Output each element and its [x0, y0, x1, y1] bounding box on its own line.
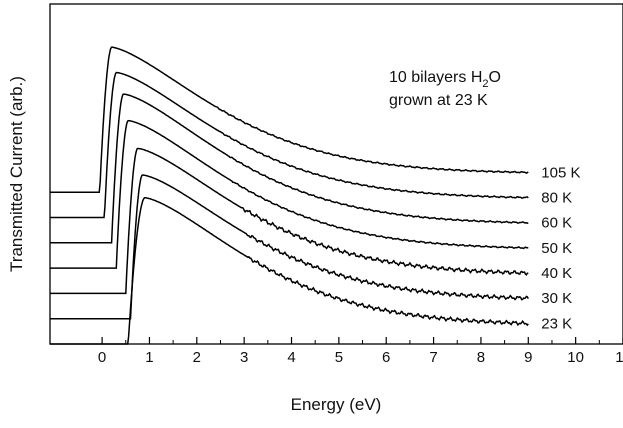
series-line — [50, 119, 529, 269]
series-curves — [50, 46, 529, 345]
x-tick-label: 9 — [524, 349, 532, 366]
series-label: 30 K — [541, 290, 572, 307]
x-tick-label: 5 — [335, 349, 343, 366]
annotation-line-2: grown at 23 K — [389, 92, 488, 109]
series-labels: 105 K 80 K 60 K 50 K 40 K 30 K 23 K — [541, 164, 580, 332]
x-tick-label: 7 — [429, 349, 437, 366]
x-tick-label: 6 — [382, 349, 390, 366]
series-label: 80 K — [541, 190, 572, 207]
x-axis-label: Energy (eV) — [291, 395, 382, 414]
x-tick-label: 1 — [145, 349, 153, 366]
series-label: 23 K — [541, 315, 572, 332]
x-axis-tick-labels: 0 1 2 3 4 5 6 7 8 9 10 11 — [98, 349, 623, 366]
x-tick-label: 0 — [98, 349, 106, 366]
series-line — [50, 46, 529, 193]
series-line — [50, 197, 529, 345]
annotation-subscript: 2 — [482, 78, 488, 90]
series-label: 60 K — [541, 215, 572, 232]
series-line — [50, 93, 529, 244]
series-label: 40 K — [541, 265, 572, 282]
x-tick-label: 2 — [193, 349, 201, 366]
annotation-line-1-end: O — [489, 69, 501, 86]
series-line — [50, 147, 529, 295]
x-tick-label: 11 — [615, 349, 623, 366]
series-label: 105 K — [541, 164, 580, 181]
x-tick-label: 3 — [240, 349, 248, 366]
plot-frame — [49, 3, 623, 345]
x-axis-ticks — [101, 337, 623, 344]
series-line — [50, 71, 529, 219]
x-tick-label: 10 — [567, 349, 584, 366]
x-tick-label: 4 — [287, 349, 295, 366]
y-axis-label: Transmitted Current (arb.) — [7, 76, 26, 272]
series-label: 50 K — [541, 240, 572, 257]
series-line — [50, 174, 529, 320]
x-tick-label: 8 — [477, 349, 485, 366]
annotation-line-1-main: 10 bilayers H — [389, 69, 482, 86]
annotation-line-1: 10 bilayers H2O — [389, 69, 501, 90]
